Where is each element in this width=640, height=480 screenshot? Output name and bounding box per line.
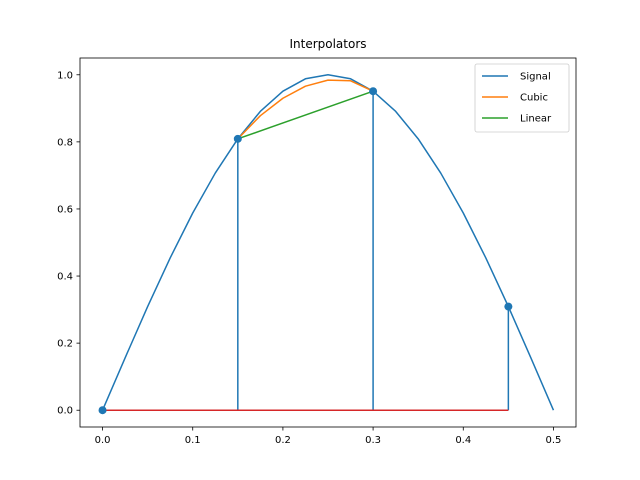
stem-marker — [233, 134, 242, 143]
legend-box — [474, 63, 570, 133]
series-line-linear — [237, 90, 374, 140]
legend-label-cubic: Cubic — [520, 93, 548, 104]
legend-label-signal: Signal — [520, 72, 551, 83]
stem-marker — [504, 302, 513, 311]
legend-label-linear: Linear — [520, 114, 552, 125]
y-tick-label: 0.6 — [57, 204, 73, 215]
y-tick-label: 0.2 — [57, 339, 73, 350]
series-line-cubic — [237, 79, 374, 140]
y-tick-label: 1.0 — [57, 70, 73, 81]
stem-marker — [98, 406, 107, 415]
x-tick-label: 0.2 — [275, 435, 291, 446]
stem-marker — [369, 87, 378, 96]
x-tick-label: 0.5 — [546, 435, 562, 446]
x-tick-label: 0.3 — [365, 435, 381, 446]
x-tick-label: 0.1 — [185, 435, 201, 446]
y-tick-label: 0.8 — [57, 137, 73, 148]
axes-frame — [79, 57, 577, 428]
series-line-signal — [101, 74, 555, 411]
x-tick-label: 0.4 — [455, 435, 471, 446]
x-tick-label: 0.0 — [95, 435, 111, 446]
plot-area — [98, 74, 555, 415]
chart-title: Interpolators — [289, 37, 366, 51]
y-tick-label: 0.0 — [57, 406, 73, 417]
legend: Signal Cubic Linear — [474, 63, 570, 133]
y-tick-label: 0.4 — [57, 272, 73, 283]
axes: 0.0 0.1 0.2 0.3 0.4 0.5 0.0 0.2 0.4 0.6 0.8 1.0 — [57, 57, 577, 446]
